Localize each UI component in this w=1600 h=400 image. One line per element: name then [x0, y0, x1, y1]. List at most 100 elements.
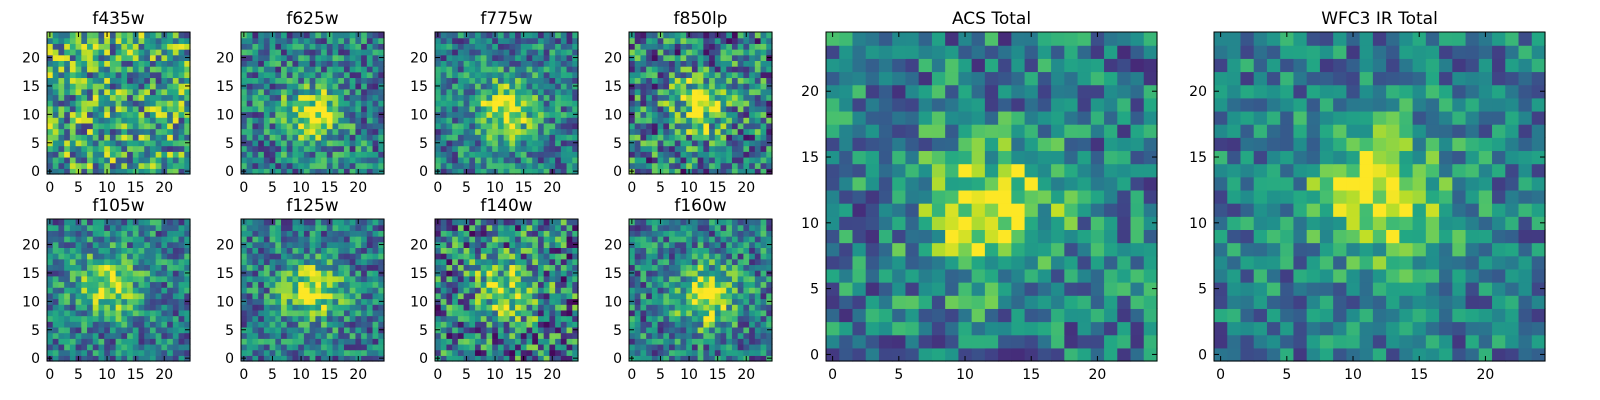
- heatmap-cell: [691, 111, 699, 118]
- heatmap-cell: [463, 100, 470, 107]
- heatmap-cell: [475, 258, 482, 266]
- heatmap-cell: [167, 275, 174, 283]
- heatmap-cell: [281, 287, 288, 294]
- heatmap-cell: [155, 236, 162, 243]
- heatmap-cell: [149, 134, 157, 141]
- heatmap-cell: [361, 247, 368, 254]
- heatmap-cell: [69, 60, 77, 67]
- heatmap-cell: [497, 88, 505, 96]
- heatmap-cell: [258, 264, 265, 271]
- heatmap-cell: [355, 309, 362, 317]
- heatmap-cell: [258, 145, 265, 152]
- heatmap-cell: [697, 66, 704, 73]
- heatmap-cell: [281, 134, 288, 141]
- heatmap-cell: [281, 258, 288, 266]
- heatmap-cell: [326, 275, 334, 283]
- heatmap-cell: [144, 355, 151, 362]
- heatmap-cell: [726, 60, 733, 67]
- heatmap-cell: [674, 275, 682, 283]
- heatmap-cell: [64, 43, 71, 50]
- y-tick-label: 15: [22, 266, 40, 282]
- heatmap-cell: [338, 258, 345, 266]
- heatmap-cell: [104, 349, 111, 356]
- heatmap-cell: [714, 111, 722, 118]
- heatmap-cell: [64, 298, 71, 305]
- heatmap-cell: [167, 111, 174, 118]
- heatmap-cell: [457, 117, 465, 124]
- heatmap-cell: [372, 37, 379, 44]
- heatmap-cell: [47, 156, 54, 164]
- heatmap-cell: [252, 117, 259, 124]
- heatmap-cell: [435, 349, 442, 356]
- heatmap-cell: [709, 94, 716, 101]
- heatmap-cell: [52, 275, 60, 283]
- heatmap-cell: [121, 60, 128, 67]
- heatmap-cell: [440, 66, 448, 73]
- heatmap-cell: [446, 88, 453, 96]
- heatmap-cell: [172, 309, 180, 317]
- heatmap-cell: [132, 241, 140, 248]
- heatmap-cell: [749, 71, 756, 79]
- heatmap-cell: [252, 349, 259, 356]
- heatmap-cell: [69, 309, 77, 317]
- heatmap-cell: [263, 253, 271, 260]
- heatmap-cell: [315, 54, 322, 61]
- heatmap-cell: [127, 258, 134, 266]
- heatmap-cell: [355, 100, 362, 107]
- heatmap-cell: [258, 224, 265, 231]
- heatmap-cell: [69, 94, 77, 101]
- heatmap-cell: [492, 309, 499, 317]
- heatmap-cell: [537, 292, 545, 300]
- heatmap-cell: [532, 338, 539, 345]
- heatmap-cell: [515, 168, 522, 175]
- heatmap-cell: [726, 122, 733, 130]
- heatmap-cell: [486, 270, 493, 277]
- heatmap-cell: [292, 275, 299, 283]
- heatmap-cell: [669, 37, 676, 44]
- heatmap-cell: [731, 88, 739, 96]
- heatmap-cell: [144, 281, 151, 288]
- heatmap-cell: [343, 139, 351, 147]
- heatmap-cell: [503, 321, 510, 328]
- heatmap-cell: [326, 145, 334, 152]
- heatmap-cell: [669, 326, 676, 334]
- heatmap-cell: [532, 349, 539, 356]
- heatmap-cell: [657, 309, 664, 317]
- heatmap-cell: [543, 88, 550, 96]
- heatmap-cell: [669, 355, 676, 362]
- heatmap-cell: [298, 264, 305, 271]
- heatmap-cell: [52, 270, 60, 277]
- heatmap-cell: [281, 105, 288, 113]
- heatmap-cell: [657, 66, 664, 73]
- heatmap-cell: [349, 162, 356, 169]
- heatmap-cell: [361, 298, 368, 305]
- heatmap-cell: [463, 309, 470, 317]
- heatmap-cell: [98, 139, 105, 147]
- heatmap-cell: [172, 258, 180, 266]
- heatmap-cell: [469, 287, 476, 294]
- heatmap-cell: [303, 168, 311, 175]
- heatmap-cell: [486, 292, 493, 300]
- axes-frame: [240, 218, 385, 362]
- heatmap-cell: [446, 145, 453, 152]
- heatmap-cell: [697, 111, 704, 118]
- heatmap-cell: [555, 37, 562, 44]
- heatmap-cell: [543, 258, 550, 266]
- heatmap-cell: [463, 88, 470, 96]
- heatmap-cell: [629, 338, 636, 345]
- heatmap-cell: [184, 145, 191, 152]
- heatmap-cell: [766, 281, 773, 288]
- heatmap-cell: [292, 258, 299, 266]
- heatmap-cell: [731, 287, 739, 294]
- heatmap-cell: [566, 219, 573, 226]
- heatmap-cell: [480, 66, 488, 73]
- heatmap-cell: [343, 66, 351, 73]
- x-tick-label: 5: [268, 367, 277, 383]
- heatmap-cell: [246, 270, 254, 277]
- heatmap-cell: [492, 298, 499, 305]
- heatmap-cell: [92, 105, 100, 113]
- heatmap-cell: [480, 219, 488, 226]
- heatmap-cell: [640, 117, 647, 124]
- heatmap-cell: [338, 168, 345, 175]
- heatmap-cell: [75, 37, 82, 44]
